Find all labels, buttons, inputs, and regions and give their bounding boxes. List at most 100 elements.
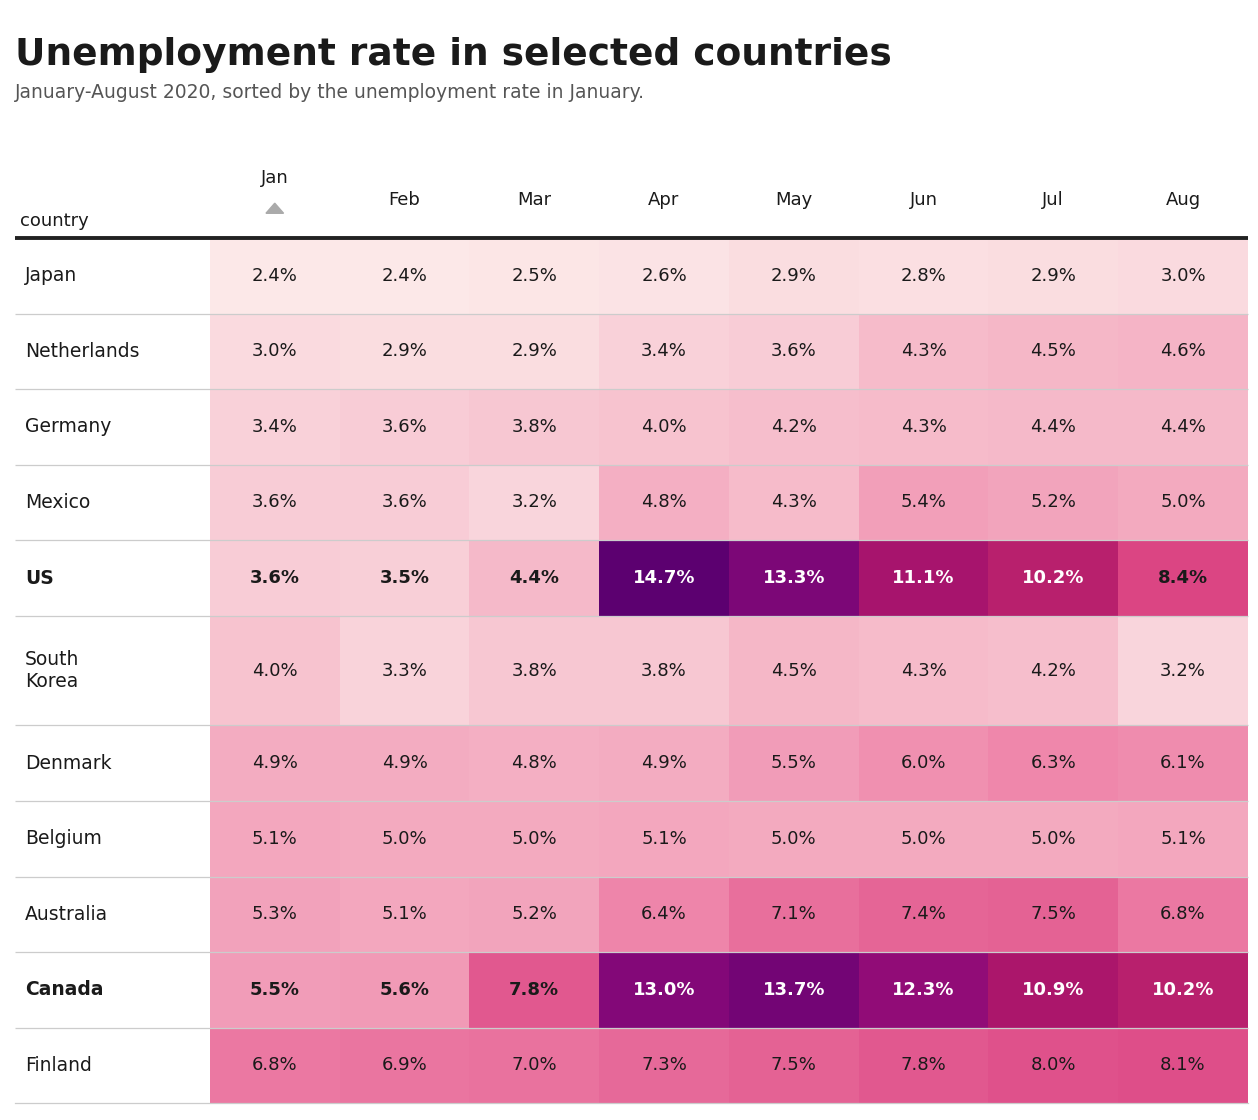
Text: 3.5%: 3.5% — [380, 569, 429, 587]
Text: 5.0%: 5.0% — [771, 830, 816, 848]
Text: Aug: Aug — [1165, 192, 1200, 209]
Text: 4.3%: 4.3% — [901, 418, 946, 436]
Text: 3.6%: 3.6% — [771, 343, 816, 361]
Text: 2.9%: 2.9% — [1030, 267, 1077, 284]
Text: 6.9%: 6.9% — [381, 1056, 428, 1074]
Text: Jun: Jun — [910, 192, 937, 209]
Text: 3.6%: 3.6% — [381, 418, 428, 436]
Text: Canada: Canada — [25, 980, 103, 999]
Text: 3.4%: 3.4% — [252, 418, 298, 436]
Text: 8.4%: 8.4% — [1159, 569, 1208, 587]
Text: 2.4%: 2.4% — [381, 267, 428, 284]
Text: 2.8%: 2.8% — [901, 267, 946, 284]
Text: 7.5%: 7.5% — [1030, 905, 1077, 923]
Text: 5.1%: 5.1% — [1160, 830, 1206, 848]
Text: 5.4%: 5.4% — [901, 494, 946, 512]
Text: 4.2%: 4.2% — [771, 418, 816, 436]
Text: 3.4%: 3.4% — [642, 343, 687, 361]
Text: 4.8%: 4.8% — [512, 754, 557, 772]
Text: 6.8%: 6.8% — [252, 1056, 298, 1074]
Text: 2.9%: 2.9% — [511, 343, 557, 361]
Text: 3.8%: 3.8% — [512, 418, 557, 436]
Text: 4.4%: 4.4% — [509, 569, 560, 587]
Text: 2.4%: 2.4% — [252, 267, 298, 284]
Text: 3.6%: 3.6% — [252, 494, 298, 512]
Text: 4.6%: 4.6% — [1160, 343, 1206, 361]
Text: 7.1%: 7.1% — [771, 905, 816, 923]
Text: 6.4%: 6.4% — [642, 905, 687, 923]
Text: 13.7%: 13.7% — [762, 981, 825, 999]
Text: Belgium: Belgium — [25, 829, 102, 848]
Text: Germany: Germany — [25, 418, 112, 437]
Text: 7.8%: 7.8% — [901, 1056, 946, 1074]
Text: 3.6%: 3.6% — [250, 569, 299, 587]
Text: Feb: Feb — [389, 192, 420, 209]
Text: 8.1%: 8.1% — [1160, 1056, 1206, 1074]
Text: 3.0%: 3.0% — [252, 343, 298, 361]
Text: Apr: Apr — [648, 192, 679, 209]
Text: 4.2%: 4.2% — [1030, 662, 1077, 680]
Text: Unemployment rate in selected countries: Unemployment rate in selected countries — [15, 37, 892, 73]
Text: 4.9%: 4.9% — [381, 754, 428, 772]
Text: Netherlands: Netherlands — [25, 342, 140, 361]
Text: 6.0%: 6.0% — [901, 754, 946, 772]
Text: Japan: Japan — [25, 267, 78, 286]
Text: 12.3%: 12.3% — [892, 981, 955, 999]
Text: 3.2%: 3.2% — [1160, 662, 1206, 680]
Text: 5.6%: 5.6% — [380, 981, 429, 999]
Text: 5.0%: 5.0% — [512, 830, 557, 848]
Text: 5.0%: 5.0% — [1160, 494, 1206, 512]
Text: January-August 2020, sorted by the unemployment rate in January.: January-August 2020, sorted by the unemp… — [15, 83, 645, 102]
Text: 7.4%: 7.4% — [901, 905, 946, 923]
Text: Jan: Jan — [260, 168, 288, 187]
Text: 5.2%: 5.2% — [511, 905, 557, 923]
Text: 4.5%: 4.5% — [1030, 343, 1077, 361]
Text: 4.4%: 4.4% — [1160, 418, 1206, 436]
Text: 7.8%: 7.8% — [509, 981, 560, 999]
Text: 13.3%: 13.3% — [762, 569, 825, 587]
Text: 5.1%: 5.1% — [252, 830, 298, 848]
Text: 3.2%: 3.2% — [511, 494, 557, 512]
Text: 2.6%: 2.6% — [642, 267, 687, 284]
Text: US: US — [25, 569, 54, 588]
Text: 10.9%: 10.9% — [1021, 981, 1084, 999]
Text: 5.0%: 5.0% — [381, 830, 428, 848]
Text: 7.5%: 7.5% — [771, 1056, 816, 1074]
Text: 2.5%: 2.5% — [511, 267, 557, 284]
Text: 2.9%: 2.9% — [381, 343, 428, 361]
Text: 4.4%: 4.4% — [1030, 418, 1077, 436]
Text: 14.7%: 14.7% — [633, 569, 696, 587]
Text: 4.3%: 4.3% — [901, 343, 946, 361]
Text: 11.1%: 11.1% — [892, 569, 955, 587]
Text: 5.0%: 5.0% — [901, 830, 946, 848]
Text: 4.9%: 4.9% — [642, 754, 687, 772]
Text: 8.0%: 8.0% — [1030, 1056, 1076, 1074]
Text: 4.8%: 4.8% — [642, 494, 687, 512]
Text: 5.3%: 5.3% — [252, 905, 298, 923]
Text: 3.0%: 3.0% — [1160, 267, 1206, 284]
Text: 4.0%: 4.0% — [642, 418, 687, 436]
Text: 5.2%: 5.2% — [1030, 494, 1077, 512]
Text: country: country — [20, 213, 89, 231]
Text: Mar: Mar — [517, 192, 551, 209]
Text: 4.0%: 4.0% — [252, 662, 298, 680]
Text: 10.2%: 10.2% — [1021, 569, 1084, 587]
Text: 3.3%: 3.3% — [381, 662, 428, 680]
Text: 4.5%: 4.5% — [771, 662, 816, 680]
Text: 5.0%: 5.0% — [1030, 830, 1076, 848]
Text: 4.3%: 4.3% — [901, 662, 946, 680]
Text: Mexico: Mexico — [25, 493, 91, 512]
Text: 5.1%: 5.1% — [642, 830, 687, 848]
Text: 2.9%: 2.9% — [771, 267, 816, 284]
Text: 3.8%: 3.8% — [642, 662, 687, 680]
Text: 3.6%: 3.6% — [381, 494, 428, 512]
Text: 4.9%: 4.9% — [252, 754, 298, 772]
Text: 10.2%: 10.2% — [1152, 981, 1214, 999]
Text: 7.3%: 7.3% — [642, 1056, 687, 1074]
Text: 3.8%: 3.8% — [512, 662, 557, 680]
Text: Australia: Australia — [25, 905, 108, 924]
Text: 7.0%: 7.0% — [512, 1056, 557, 1074]
Text: Finland: Finland — [25, 1056, 92, 1075]
Text: 13.0%: 13.0% — [633, 981, 696, 999]
Text: 6.3%: 6.3% — [1030, 754, 1076, 772]
